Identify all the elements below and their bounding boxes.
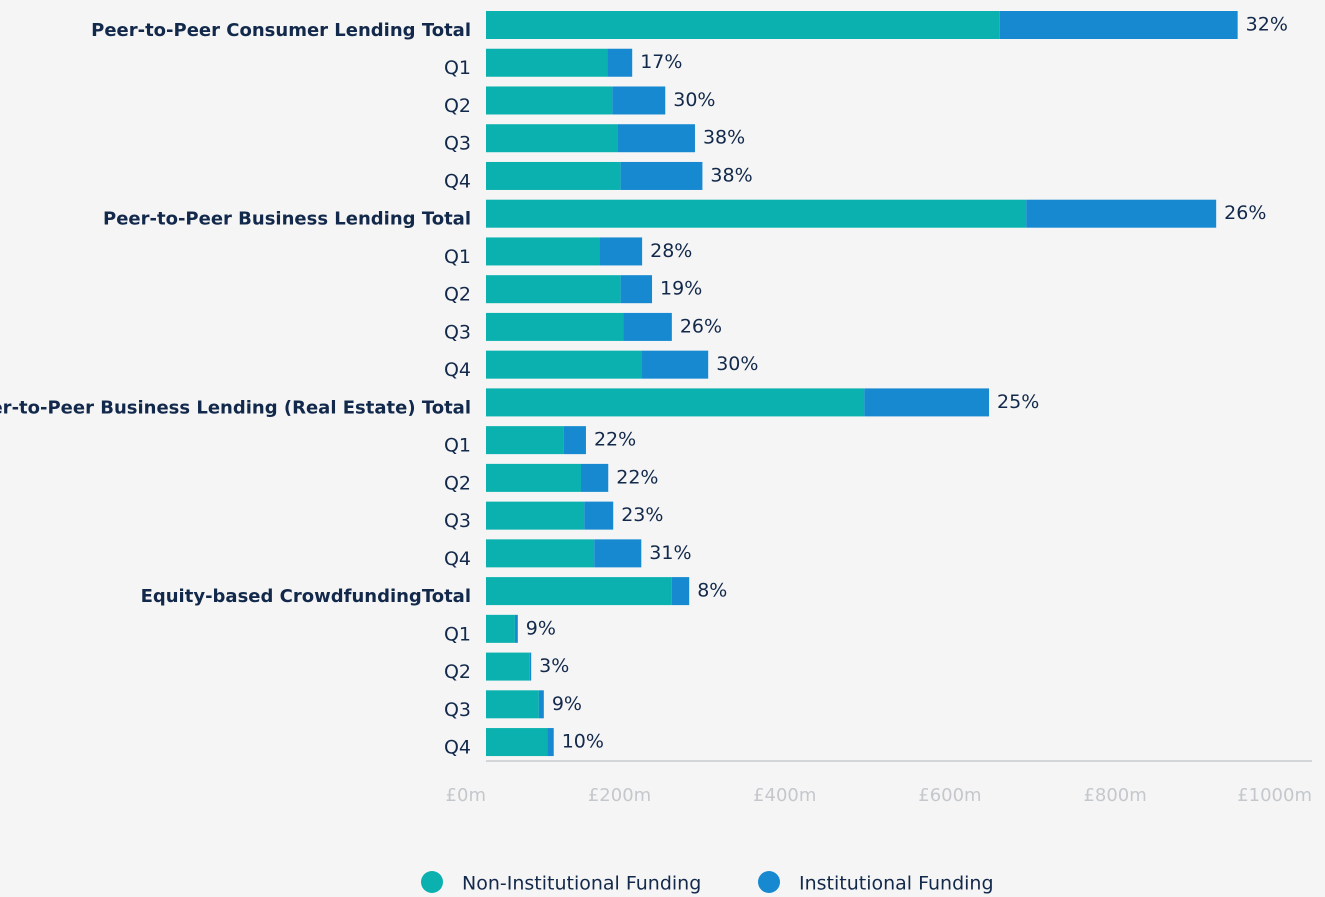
y-tick-label: Q3 bbox=[444, 699, 471, 721]
y-tick-label: Peer-to-Peer Consumer Lending Total bbox=[91, 20, 471, 41]
bar-segment bbox=[641, 350, 709, 379]
bar-segment bbox=[671, 577, 690, 606]
share-label: 8% bbox=[697, 580, 727, 602]
bar-segment bbox=[623, 312, 672, 341]
bar-segment bbox=[538, 690, 544, 719]
share-label: 38% bbox=[710, 164, 752, 186]
share-label: 17% bbox=[640, 51, 682, 73]
y-tick-label: Q2 bbox=[444, 472, 471, 494]
share-label: 25% bbox=[997, 391, 1039, 413]
share-label: 30% bbox=[716, 353, 758, 375]
bar-segment bbox=[486, 275, 621, 304]
bar-segment bbox=[999, 11, 1238, 39]
bar-segment bbox=[486, 86, 613, 115]
bar-segment bbox=[620, 161, 703, 190]
y-tick-label: Q4 bbox=[444, 170, 471, 192]
y-tick-label: Q1 bbox=[444, 435, 471, 457]
y-tick-label: Q1 bbox=[444, 246, 471, 268]
bar-segment bbox=[486, 501, 585, 530]
bar-segment bbox=[514, 614, 518, 643]
bar-segment bbox=[594, 539, 642, 568]
share-label: 28% bbox=[650, 240, 692, 262]
bar-segment bbox=[486, 48, 608, 77]
bar-segment bbox=[486, 690, 539, 719]
bar-segment bbox=[617, 124, 695, 153]
bar-segment bbox=[486, 237, 600, 266]
bar-segment bbox=[529, 652, 532, 681]
y-tick-label: Q1 bbox=[444, 57, 471, 79]
legend-label: Non-Institutional Funding bbox=[462, 873, 701, 895]
share-label: 10% bbox=[562, 731, 604, 753]
x-tick-label: £0m bbox=[446, 785, 486, 806]
y-tick-label: Q3 bbox=[444, 510, 471, 532]
bar-segment bbox=[486, 312, 624, 341]
bar-segment bbox=[486, 124, 618, 153]
y-tick-label: Equity-based CrowdfundingTotal bbox=[141, 586, 471, 607]
x-tick-label: £200m bbox=[588, 785, 651, 806]
legend-swatch bbox=[421, 871, 443, 893]
bar-segment bbox=[607, 48, 633, 77]
y-tick-label: Peer-to-Peer Business Lending (Real Esta… bbox=[0, 397, 471, 418]
share-label: 9% bbox=[552, 693, 582, 715]
bar-segment bbox=[486, 11, 1000, 39]
bar-segment bbox=[620, 275, 653, 304]
x-tick-label: £800m bbox=[1083, 785, 1146, 806]
share-label: 32% bbox=[1246, 14, 1288, 36]
y-tick-label: Q3 bbox=[444, 133, 471, 155]
bar-segment bbox=[599, 237, 643, 266]
share-label: 3% bbox=[539, 655, 569, 677]
bar-segment bbox=[486, 577, 672, 606]
y-tick-label: Q4 bbox=[444, 359, 471, 381]
bar-segment bbox=[612, 86, 666, 115]
share-label: 22% bbox=[594, 429, 636, 451]
bar-segment bbox=[580, 463, 609, 492]
bar-segment bbox=[486, 426, 564, 455]
legend-swatch bbox=[758, 871, 780, 893]
x-tick-label: £1000m bbox=[1237, 785, 1312, 806]
y-tick-label: Q4 bbox=[444, 737, 471, 759]
bar-segment bbox=[584, 501, 614, 530]
y-tick-label: Q2 bbox=[444, 284, 471, 306]
y-tick-label: Q4 bbox=[444, 548, 471, 570]
bar-segment bbox=[563, 426, 586, 455]
y-tick-label: Q1 bbox=[444, 623, 471, 645]
x-tick-label: £600m bbox=[918, 785, 981, 806]
y-tick-label: Q2 bbox=[444, 661, 471, 683]
y-tick-label: Q2 bbox=[444, 95, 471, 117]
bar-segment bbox=[486, 388, 865, 417]
share-label: 9% bbox=[526, 617, 556, 639]
legend-label: Institutional Funding bbox=[799, 873, 994, 895]
share-label: 23% bbox=[621, 504, 663, 526]
y-tick-label: Q3 bbox=[444, 321, 471, 343]
share-label: 22% bbox=[616, 466, 658, 488]
y-tick-label: Peer-to-Peer Business Lending Total bbox=[103, 209, 471, 230]
bar-segment bbox=[486, 539, 595, 568]
share-label: 26% bbox=[680, 315, 722, 337]
share-label: 26% bbox=[1224, 202, 1266, 224]
bar-segment bbox=[486, 614, 515, 643]
share-label: 30% bbox=[673, 89, 715, 111]
x-tick-label: £400m bbox=[753, 785, 816, 806]
share-label: 38% bbox=[703, 127, 745, 149]
bar-segment bbox=[547, 728, 554, 757]
bar-segment bbox=[486, 350, 642, 379]
bar-segment bbox=[1026, 199, 1217, 228]
bar-segment bbox=[486, 728, 548, 757]
bar-segment bbox=[486, 161, 621, 190]
bar-segment bbox=[486, 199, 1027, 228]
share-label: 31% bbox=[649, 542, 691, 564]
bar-segment bbox=[864, 388, 990, 417]
bar-segment bbox=[486, 463, 581, 492]
share-label: 19% bbox=[660, 278, 702, 300]
bar-segment bbox=[486, 652, 530, 681]
